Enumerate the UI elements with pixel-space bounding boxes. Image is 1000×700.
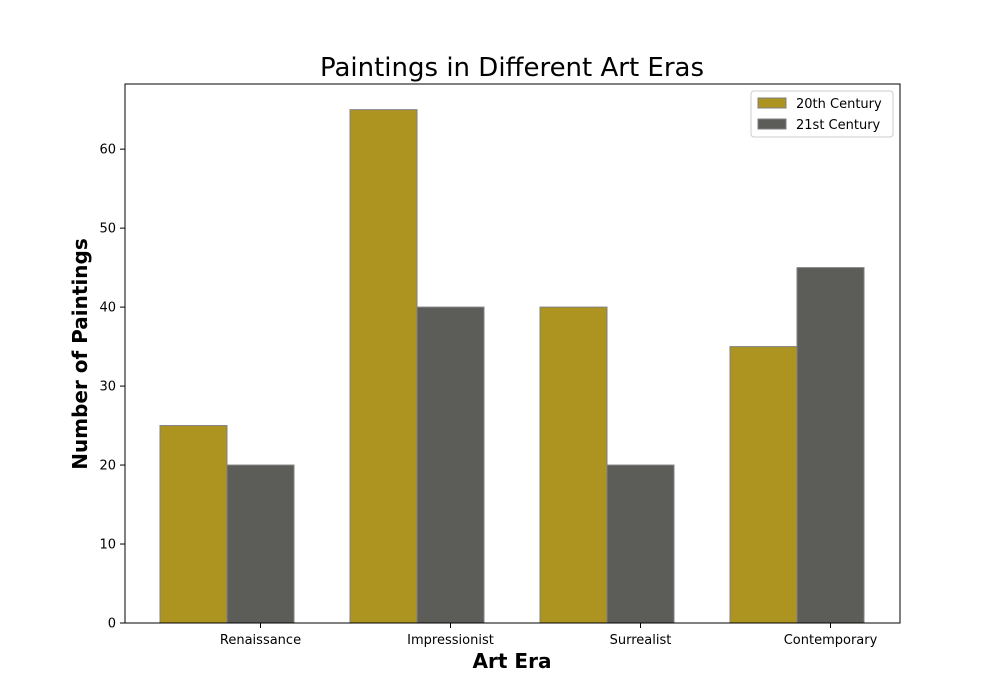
- y-tick-label: 20: [99, 459, 116, 474]
- x-axis: Renaissance Impressionist Surrealist Contem…: [220, 623, 878, 648]
- bar-contemporary-21st: [796, 267, 865, 624]
- x-tick-label: Renaissance: [220, 633, 301, 648]
- bar-renaissance-20th: [159, 425, 228, 624]
- bar-impressionist-21st: [416, 306, 485, 624]
- bar-impressionist-20th: [349, 109, 418, 624]
- bar-surrealist-21st: [606, 464, 675, 624]
- legend-label: 21st Century: [796, 118, 881, 133]
- bar-surrealist-20th: [539, 306, 608, 624]
- legend: 20th Century 21st Century: [750, 90, 894, 138]
- y-axis: 0 10 20 30 40 50 60: [99, 143, 125, 632]
- x-tick-label: Impressionist: [407, 633, 494, 648]
- y-tick-label: 40: [99, 301, 116, 316]
- x-tick-label: Surrealist: [610, 633, 672, 648]
- y-tick-label: 50: [99, 222, 116, 237]
- legend-label: 20th Century: [796, 97, 882, 112]
- legend-swatch: [757, 118, 787, 130]
- legend-swatch: [757, 97, 787, 109]
- x-tick-label: Contemporary: [784, 633, 878, 648]
- y-tick-label: 60: [99, 143, 116, 158]
- chart-title: Paintings in Different Art Eras: [320, 53, 704, 83]
- bar-contemporary-20th: [729, 346, 798, 624]
- y-tick-label: 0: [108, 617, 116, 632]
- bars-group: [159, 109, 865, 624]
- plot-frame: [124, 83, 901, 624]
- y-axis-label: Number of Paintings: [68, 238, 92, 470]
- x-axis-label: Art Era: [473, 649, 552, 673]
- y-tick-label: 10: [99, 538, 116, 553]
- bar-renaissance-21st: [226, 464, 295, 624]
- y-tick-label: 30: [99, 380, 116, 395]
